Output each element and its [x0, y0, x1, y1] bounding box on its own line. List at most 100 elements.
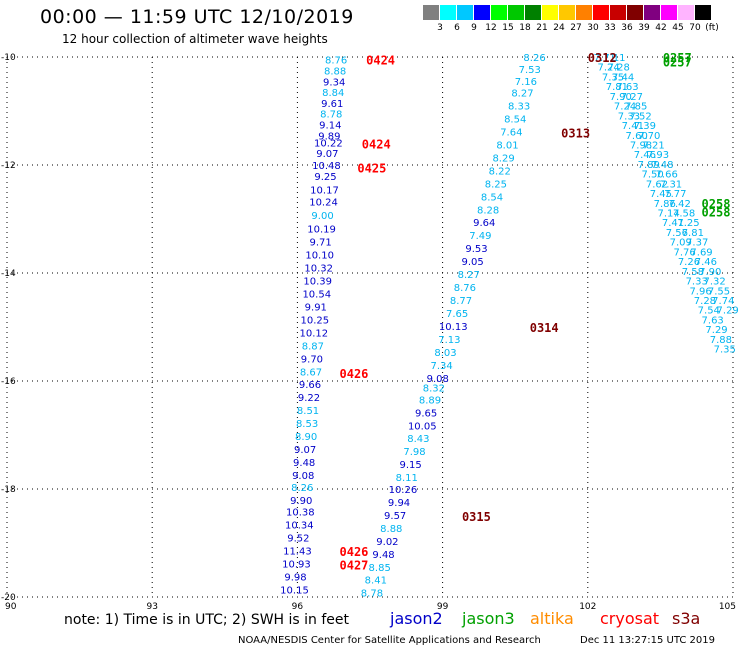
legend-s3a: s3a: [672, 609, 701, 628]
colorbar-swatch: [542, 5, 559, 20]
wave-height-value: 9.14: [319, 121, 341, 132]
wave-height-value: 7.55: [708, 286, 730, 297]
wave-height-value: 9.00: [311, 211, 333, 222]
colorbar-swatch: [695, 5, 712, 20]
wave-height-value: 7.98: [630, 140, 652, 151]
colorbar-swatch: [491, 5, 508, 20]
wave-height-value: 8.27: [458, 270, 480, 281]
wave-height-value: 7.24: [614, 102, 636, 113]
wave-height-value: 7.13: [438, 335, 460, 346]
wave-height-value: 10.34: [285, 521, 314, 532]
wave-height-value: 10.05: [408, 421, 437, 432]
x-tick-label: 102: [579, 602, 596, 612]
pass-time-label: 0426: [340, 545, 369, 559]
wave-height-value: 7.81: [682, 228, 704, 239]
wave-height-value: 7.90: [699, 267, 721, 278]
wave-height-value: 9.34: [323, 77, 345, 88]
wave-height-value: 7.86: [654, 199, 676, 210]
wave-height-value: 7.62: [646, 179, 668, 190]
wave-height-value: 9.48: [372, 550, 394, 561]
wave-height-value: 8.53: [296, 419, 318, 430]
pass-time-label: 0258: [702, 197, 731, 211]
wave-height-value: 9.07: [294, 445, 316, 456]
y-tick-label: -10: [1, 53, 16, 63]
wave-height-value: 7.89: [638, 160, 660, 171]
y-tick-label: -14: [1, 269, 16, 279]
wave-height-value: 8.88: [324, 67, 346, 78]
wave-height-value: 7.74: [712, 296, 734, 307]
chart-title: 00:00 — 11:59 UTC 12/10/2019: [40, 6, 354, 28]
wave-height-value: 9.53: [465, 244, 487, 255]
wave-height-value: 9.89: [318, 131, 340, 142]
colorbar-label: 33: [604, 23, 616, 33]
wave-height-value: 7.39: [634, 121, 656, 132]
pass-time-label: 0425: [357, 162, 386, 176]
wave-height-value: 7.49: [469, 231, 491, 242]
wave-height-value: 9.94: [388, 498, 410, 509]
wave-height-value: 9.48: [293, 458, 315, 469]
pass-time-label: 0427: [340, 559, 369, 573]
colorbar-swatch: [610, 5, 627, 20]
wave-height-value: 9.57: [384, 511, 406, 522]
wave-height-value: 8.51: [297, 406, 319, 417]
wave-height-value: 10.13: [439, 322, 468, 333]
wave-height-value: 7.27: [621, 92, 643, 103]
wave-height-value: 9.22: [298, 393, 320, 404]
pass-time-label: 0424: [366, 54, 395, 68]
wave-height-value: 7.81: [606, 82, 628, 93]
colorbar-label: 42: [655, 23, 667, 33]
x-tick-label: 93: [146, 602, 157, 612]
wave-height-value: 7.70: [638, 131, 660, 142]
wave-height-value: 7.33: [618, 111, 640, 122]
colorbar-label: 12: [485, 23, 497, 33]
wave-height-value: 10.48: [312, 161, 341, 172]
pass-time-label: 0426: [340, 367, 369, 381]
wave-height-value: 9.71: [309, 238, 331, 249]
wave-height-value: 10.22: [314, 138, 343, 149]
wave-height-value: 7.32: [703, 277, 725, 288]
wave-height-value: 9.91: [305, 302, 327, 313]
colorbar-label: 36: [621, 23, 633, 33]
colorbar-label: 3: [437, 23, 443, 33]
wave-height-value: 8.25: [485, 179, 507, 190]
colorbar-swatch: [440, 5, 457, 20]
wave-height-value: 7.77: [664, 189, 686, 200]
colorbar-label: 39: [638, 23, 650, 33]
colorbar-label: 27: [570, 23, 582, 33]
wave-height-value: 10.10: [305, 251, 334, 262]
wave-height-value: 9.05: [461, 257, 483, 268]
colorbar-swatch: [661, 5, 678, 20]
wave-height-value: 9.25: [314, 172, 336, 183]
colorbar-swatch: [644, 5, 661, 20]
wave-height-value: 7.21: [642, 140, 664, 151]
wave-height-value: 10.15: [280, 585, 309, 596]
wave-height-value: 7.29: [717, 306, 739, 317]
wave-height-value: 9.07: [316, 149, 338, 160]
wave-height-value: 9.98: [284, 572, 306, 583]
legend-cryosat: cryosat: [600, 609, 660, 628]
wave-height-value: 9.52: [287, 534, 309, 545]
x-tick-label: 90: [5, 602, 17, 612]
wave-height-value: 7.88: [710, 335, 732, 346]
colorbar-swatch: [593, 5, 610, 20]
wave-height-value: 10.17: [310, 185, 339, 196]
wave-height-value: 10.93: [282, 560, 311, 571]
wave-height-value: 7.63: [616, 82, 638, 93]
colorbar-label: 18: [519, 23, 531, 33]
legend-jason2: jason2: [390, 609, 443, 628]
pass-time-label: 0314: [530, 321, 559, 335]
wave-height-value: 7.34: [430, 361, 452, 372]
wave-height-value: 9.61: [321, 99, 343, 110]
x-tick-label: 99: [437, 602, 449, 612]
wave-height-value: 8.54: [481, 192, 503, 203]
wave-height-value: 8.77: [450, 296, 472, 307]
colorbar-label: 9: [471, 23, 477, 33]
wave-height-value: 8.26: [523, 53, 545, 64]
colorbar-swatch: [559, 5, 576, 20]
wave-height-value: 7.46: [634, 150, 656, 161]
wave-height-value: 7.14: [657, 209, 679, 220]
wave-height-value: 7.42: [669, 199, 691, 210]
wave-height-value: 7.29: [705, 325, 727, 336]
wave-height-value: 7.16: [515, 77, 537, 88]
